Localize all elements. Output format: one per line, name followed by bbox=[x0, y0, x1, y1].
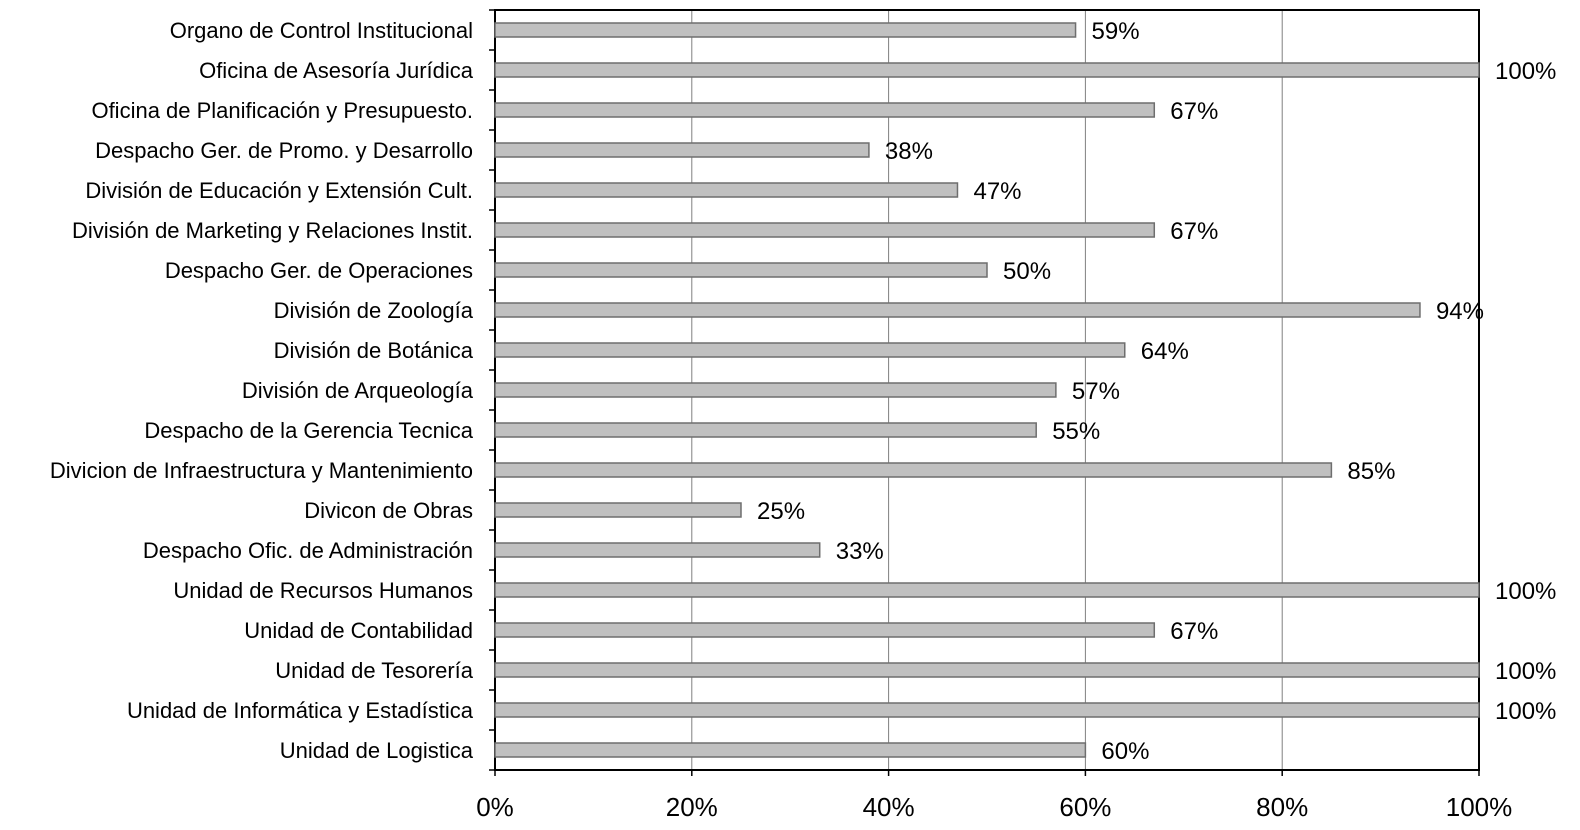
bar bbox=[494, 502, 742, 518]
bar bbox=[494, 742, 1087, 758]
bar bbox=[494, 382, 1057, 398]
data-label: 33% bbox=[836, 538, 884, 565]
data-label: 55% bbox=[1052, 418, 1100, 445]
bar bbox=[494, 462, 1333, 478]
category-label: Organo de Control Institucional bbox=[170, 18, 473, 43]
bar bbox=[494, 182, 959, 198]
category-label: Unidad de Tesorería bbox=[275, 658, 473, 683]
x-tick-label: 0% bbox=[476, 792, 514, 822]
bar bbox=[494, 342, 1126, 358]
data-label: 38% bbox=[885, 138, 933, 165]
bar bbox=[494, 302, 1421, 318]
bar bbox=[494, 222, 1156, 238]
data-label: 50% bbox=[1003, 258, 1051, 285]
category-label: Divicion de Infraestructura y Mantenimie… bbox=[50, 458, 473, 483]
data-label: 100% bbox=[1495, 658, 1556, 685]
data-label: 64% bbox=[1141, 338, 1189, 365]
bar bbox=[494, 262, 988, 278]
category-label: Unidad de Informática y Estadística bbox=[127, 698, 474, 723]
category-label: Unidad de Contabilidad bbox=[244, 618, 473, 643]
category-label: División de Botánica bbox=[274, 338, 474, 363]
data-label: 25% bbox=[757, 498, 805, 525]
bar bbox=[494, 22, 1077, 38]
category-label: Despacho Ofic. de Administración bbox=[143, 538, 473, 563]
bar bbox=[494, 422, 1037, 438]
x-tick-label: 100% bbox=[1446, 792, 1513, 822]
category-label: Divicon de Obras bbox=[304, 498, 473, 523]
bar bbox=[494, 142, 870, 158]
category-label: Despacho de la Gerencia Tecnica bbox=[144, 418, 473, 443]
bar bbox=[494, 582, 1480, 598]
category-label: División de Marketing y Relaciones Insti… bbox=[72, 218, 473, 243]
data-label: 67% bbox=[1170, 618, 1218, 645]
data-label: 100% bbox=[1495, 58, 1556, 85]
x-tick-label: 20% bbox=[666, 792, 718, 822]
category-label: Oficina de Planificación y Presupuesto. bbox=[91, 98, 473, 123]
category-label: Unidad de Logistica bbox=[280, 738, 474, 763]
data-label: 100% bbox=[1495, 578, 1556, 605]
data-label: 85% bbox=[1347, 458, 1395, 485]
x-tick-label: 60% bbox=[1059, 792, 1111, 822]
data-label: 67% bbox=[1170, 98, 1218, 125]
category-label: División de Zoología bbox=[274, 298, 474, 323]
x-tick-label: 40% bbox=[863, 792, 915, 822]
data-label: 94% bbox=[1436, 298, 1484, 325]
data-label: 57% bbox=[1072, 378, 1120, 405]
bar bbox=[494, 702, 1480, 718]
category-label: Despacho Ger. de Promo. y Desarrollo bbox=[95, 138, 473, 163]
data-label: 67% bbox=[1170, 218, 1218, 245]
data-label: 100% bbox=[1495, 698, 1556, 725]
bar bbox=[494, 102, 1156, 118]
category-label: Oficina de Asesoría Jurídica bbox=[199, 58, 474, 83]
data-label: 47% bbox=[973, 178, 1021, 205]
bar bbox=[494, 542, 821, 558]
data-label: 59% bbox=[1092, 18, 1140, 45]
category-label: Unidad de Recursos Humanos bbox=[173, 578, 473, 603]
category-label: División de Arqueología bbox=[242, 378, 474, 403]
x-tick-label: 80% bbox=[1256, 792, 1308, 822]
category-label: División de Educación y Extensión Cult. bbox=[85, 178, 473, 203]
bar bbox=[494, 62, 1480, 78]
bar bbox=[494, 662, 1480, 678]
data-label: 60% bbox=[1101, 738, 1149, 765]
category-label: Despacho Ger. de Operaciones bbox=[165, 258, 473, 283]
bar bbox=[494, 622, 1156, 638]
